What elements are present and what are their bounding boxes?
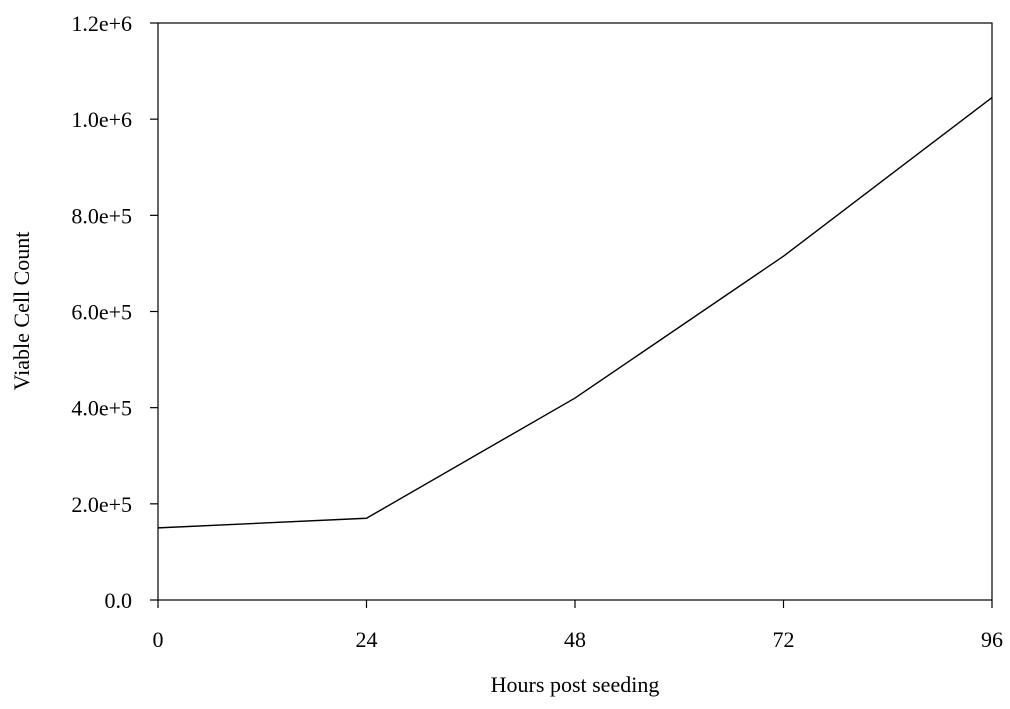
y-tick-label: 1.0e+6: [71, 107, 132, 132]
series-layer: [157, 96, 993, 529]
series-line-0: [157, 96, 993, 529]
x-tick-label: 0: [153, 627, 164, 652]
x-axis-label: Hours post seeding: [491, 672, 660, 697]
y-axis-label: Viable Cell Count: [9, 232, 34, 391]
x-tick-label: 96: [981, 627, 1003, 652]
y-axis: 0.0 2.0e+5 4.0e+5 6.0e+5 8.0e+5 1.0e+6 1.2e+6: [71, 11, 158, 613]
y-tick-label: 6.0e+5: [71, 300, 132, 325]
y-tick-label: 1.2e+6: [71, 11, 132, 36]
x-tick-label: 48: [564, 627, 586, 652]
y-tick-label: 4.0e+5: [71, 396, 132, 421]
x-axis: 0 24 48 72 96: [153, 600, 1003, 652]
y-tick-label: 8.0e+5: [71, 203, 132, 228]
x-tick-label: 72: [773, 627, 795, 652]
plot-frame: [157, 22, 993, 601]
y-tick-label: 2.0e+5: [71, 492, 132, 517]
y-tick-label: 0.0: [105, 588, 133, 613]
x-tick-label: 24: [356, 627, 378, 652]
